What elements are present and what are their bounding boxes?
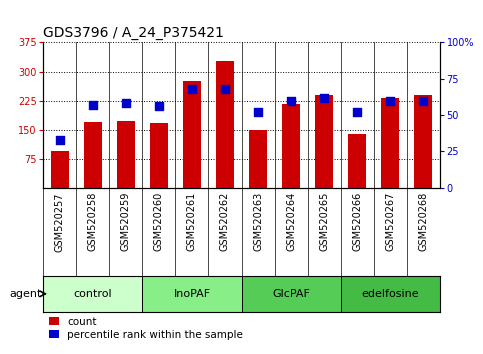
Bar [117,121,135,188]
Point [353,109,361,115]
Bar [43,276,142,312]
Point [221,86,229,92]
Point [89,102,97,108]
Text: GSM520260: GSM520260 [154,192,164,251]
Bar [216,61,234,188]
Point [386,98,394,103]
Bar [414,95,432,188]
Text: GSM520265: GSM520265 [319,192,329,251]
Text: GlcPAF: GlcPAF [272,289,310,299]
Bar [341,276,440,312]
Text: control: control [74,289,112,299]
Bar [51,151,69,188]
Text: GSM520264: GSM520264 [286,192,296,251]
Text: GSM520259: GSM520259 [121,192,131,251]
Text: GSM520261: GSM520261 [187,192,197,251]
Text: GSM520263: GSM520263 [253,192,263,251]
Text: agent: agent [10,289,42,299]
Bar [381,98,399,188]
Point [320,95,328,101]
Legend: count, percentile rank within the sample: count, percentile rank within the sample [49,317,243,340]
Text: GSM520266: GSM520266 [352,192,362,251]
Text: GSM520262: GSM520262 [220,192,230,251]
Point [188,86,196,92]
Bar [348,134,366,188]
Text: GDS3796 / A_24_P375421: GDS3796 / A_24_P375421 [43,26,224,40]
Bar [242,276,341,312]
Text: InoPAF: InoPAF [173,289,211,299]
Point [56,137,64,143]
Text: GSM520267: GSM520267 [385,192,395,251]
Bar [183,81,201,188]
Bar [282,104,300,188]
Point [419,98,427,103]
Text: GSM520257: GSM520257 [55,192,65,252]
Point [287,98,295,103]
Text: GSM520268: GSM520268 [418,192,428,251]
Point [122,101,130,106]
Bar [150,122,168,188]
Text: GSM520258: GSM520258 [88,192,98,251]
Bar [84,122,102,188]
Bar [142,276,242,312]
Point [155,103,163,109]
Text: edelfosine: edelfosine [361,289,419,299]
Bar [315,95,333,188]
Bar [249,130,267,188]
Point [254,109,262,115]
